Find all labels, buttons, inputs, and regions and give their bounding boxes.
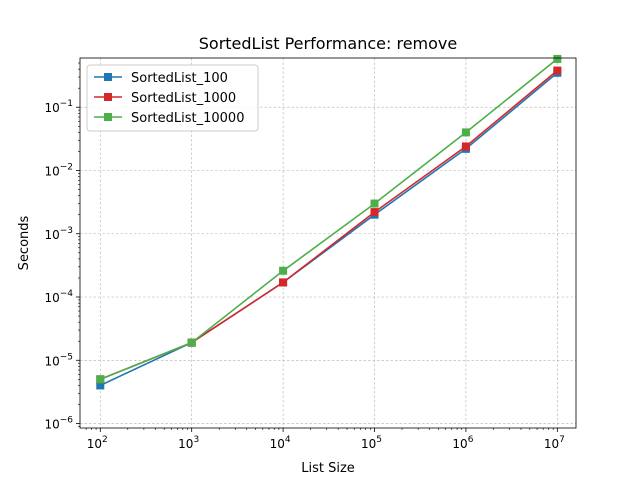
series-line [100,58,558,381]
legend-box [86,64,259,132]
x-axis-ticks: 102 103 104 105 106 107 [87,428,565,451]
x-tick-label: 106 [452,435,473,451]
grid [80,58,576,428]
legend-item: SortedList_10000 [94,111,244,126]
legend-marker [104,73,112,81]
series-SortedList_10000 [96,54,562,384]
y-tick-label: 10−2 [44,162,73,178]
data-point [553,66,562,75]
x-tick-label: 104 [270,435,291,451]
y-axis-ticks: 10−6 10−5 10−4 10−3 10−2 10−1 [44,99,80,432]
data-point [96,381,105,390]
x-tick-label: 107 [544,435,565,451]
y-tick-label: 10−3 [44,226,73,242]
series-line [99,72,558,387]
plot-frame [79,57,577,429]
y-axis-label: Seconds [17,215,32,270]
x-tick-label: 103 [178,435,199,451]
y-tick-label: 10−4 [44,289,73,305]
legend-item: SortedList_1000 [94,91,236,106]
y-tick-label: 10−1 [44,99,73,115]
y-tick-label: 10−6 [44,416,73,432]
legend-item: SortedList_100 [94,71,228,86]
legend: SortedList_100 SortedList_1000 SortedList_… [86,64,259,132]
legend-marker [104,113,112,121]
legend-label: SortedList_1000 [131,91,236,106]
x-axis-label: List Size [301,461,355,476]
data-point [96,375,105,384]
data-point [370,208,379,217]
data-point [187,338,196,347]
data-point [553,54,562,63]
legend-marker [104,93,112,101]
x-tick-label: 105 [361,435,382,451]
data-point [279,266,288,275]
legend-label: SortedList_10000 [131,111,244,126]
y-tick-label: 10−5 [44,352,73,368]
data-point [461,128,470,137]
chart-title: SortedList Performance: remove [199,34,457,53]
series-layer [96,54,562,390]
legend-label: SortedList_100 [131,71,228,86]
data-point [279,278,288,287]
x-tick-label: 102 [87,435,108,451]
data-point [461,142,470,151]
data-point [370,199,379,208]
